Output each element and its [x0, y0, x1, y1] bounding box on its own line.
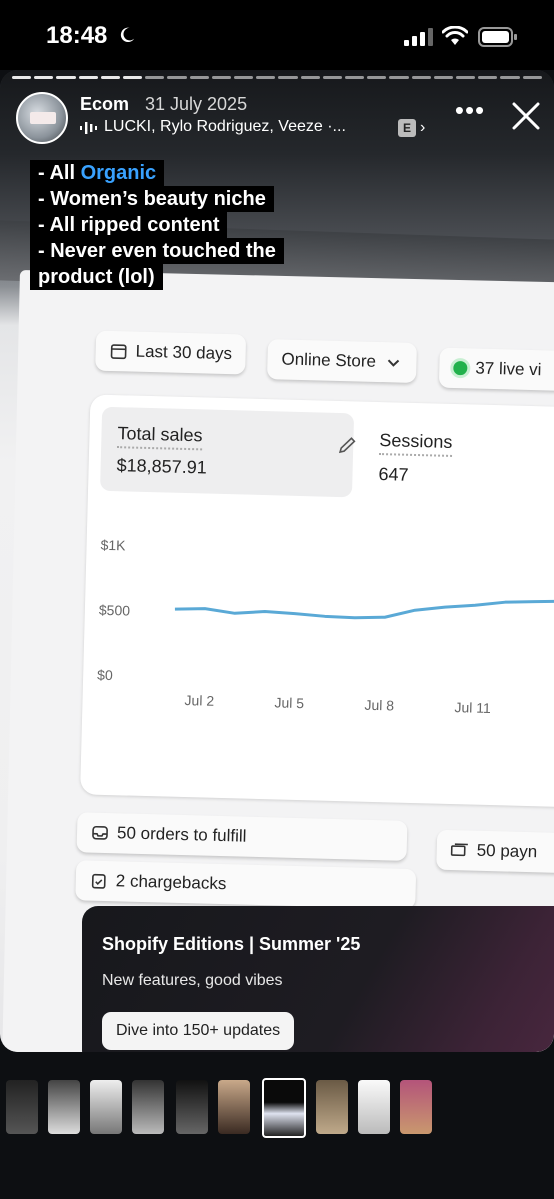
caption-line-2: - Women’s beauty niche	[30, 186, 274, 212]
clipboard-check-icon	[91, 873, 106, 889]
orders-to-fulfill: 50 orders to fulfill	[76, 812, 408, 861]
caption-line-5: product (lol)	[30, 264, 163, 290]
story-thumbnail[interactable]	[316, 1080, 348, 1134]
story-thumbnail[interactable]	[218, 1080, 250, 1134]
progress-segment	[322, 76, 343, 79]
progress-segment	[478, 76, 498, 79]
inbox-icon	[92, 825, 108, 840]
music-bars-icon	[80, 122, 97, 134]
sessions-value: 647	[378, 464, 409, 485]
progress-segment	[300, 76, 320, 79]
orders-to-fulfill-label: 50 orders to fulfill	[116, 823, 247, 846]
story-date: 31 July 2025	[145, 94, 248, 114]
total-sales-line	[174, 599, 554, 620]
story-viewer[interactable]: Last 30 days Online Store 37 live vi Tot…	[0, 70, 554, 1052]
progress-segment	[456, 76, 476, 79]
total-sales-box: Total sales $18,857.91	[100, 406, 356, 498]
do-not-disturb-moon-icon	[120, 27, 135, 43]
wifi-icon	[442, 26, 468, 45]
battery-icon	[478, 27, 517, 47]
channel-filter: Online Store	[266, 339, 417, 383]
explicit-badge: E	[398, 119, 416, 137]
chargebacks: 2 chargebacks	[75, 860, 417, 910]
live-visitors: 37 live vi	[438, 347, 554, 392]
payments: 50 payn	[436, 829, 554, 874]
date-filter: Last 30 days	[95, 330, 247, 375]
chevron-right-icon[interactable]: ›	[420, 119, 426, 136]
cellular-signal-icon	[404, 28, 433, 46]
progress-segment	[34, 76, 54, 79]
shopify-editions-banner: Shopify Editions | Summer '25 New featur…	[82, 906, 554, 1052]
caption-line-1: - All Organic	[30, 160, 165, 186]
pencil-icon	[338, 437, 356, 454]
chargebacks-label: 2 chargebacks	[115, 871, 227, 894]
avatar[interactable]	[16, 92, 68, 144]
progress-segment	[278, 76, 298, 79]
x-tick-label: Jul 5	[274, 694, 304, 711]
progress-segment	[522, 76, 542, 79]
progress-segment	[367, 76, 387, 79]
channel-filter-label: Online Store	[281, 349, 377, 371]
story-thumbnail[interactable]	[48, 1080, 80, 1134]
payments-label: 50 payn	[476, 840, 538, 862]
story-thumbnail[interactable]	[90, 1080, 122, 1134]
banner-subtitle: New features, good vibes	[102, 972, 283, 989]
close-icon[interactable]	[506, 96, 546, 136]
x-tick-label: Jul 11	[454, 699, 491, 716]
sessions-label: Sessions	[379, 430, 453, 457]
progress-segment	[500, 76, 520, 79]
x-tick-label: Jul 8	[364, 697, 394, 714]
story-thumbnail[interactable]	[132, 1080, 164, 1134]
status-bar: 18:48	[0, 0, 554, 70]
story-thumbnail-strip	[6, 1078, 550, 1138]
story-thumbnail[interactable]	[6, 1080, 38, 1134]
y-tick-label: $1K	[100, 537, 126, 554]
story-username[interactable]: Ecom	[80, 94, 130, 114]
banner-title: Shopify Editions | Summer '25	[102, 934, 361, 954]
story-caption: - All Organic - Women’s beauty niche - A…	[30, 160, 330, 290]
progress-segment	[56, 76, 76, 79]
sales-chart: $1K $500 $0 Jul 2 Jul 5 Jul 8 Jul 11	[97, 537, 554, 716]
total-sales-value: $18,857.91	[116, 455, 208, 478]
caption-line-3: - All ripped content	[30, 212, 228, 238]
progress-segment	[123, 76, 143, 79]
chevron-down-icon	[387, 359, 399, 367]
calendar-icon	[110, 344, 127, 360]
progress-segment	[433, 76, 454, 79]
caption-highlight: Organic	[80, 162, 157, 184]
shopify-dashboard: Last 30 days Online Store 37 live vi Tot…	[0, 70, 554, 1052]
caption-line-4: - Never even touched the	[30, 238, 284, 264]
y-tick-label: $0	[97, 667, 113, 683]
story-thumbnail[interactable]	[176, 1080, 208, 1134]
progress-segment	[12, 76, 32, 79]
total-sales-label: Total sales	[117, 423, 203, 451]
more-options-button[interactable]: •••	[454, 95, 486, 125]
progress-segment	[389, 76, 409, 79]
progress-segment	[211, 76, 232, 79]
progress-segment	[234, 76, 254, 79]
story-progress-bar	[12, 76, 542, 80]
analytics-card: Total sales $18,857.91 Sessions 647 $1K $…	[80, 394, 554, 808]
progress-segment	[145, 76, 165, 79]
live-dot-icon	[453, 360, 468, 376]
banner-button: Dive into 150+ updates	[102, 1012, 295, 1050]
music-track-label[interactable]: LUCKI, Rylo Rodriguez, Veeze ·...	[104, 118, 346, 135]
story-thumbnail[interactable]	[262, 1078, 306, 1138]
story-thumbnail[interactable]	[358, 1080, 390, 1134]
status-time: 18:48	[46, 22, 108, 49]
payments-icon	[450, 843, 468, 857]
progress-segment	[78, 76, 98, 79]
progress-segment	[189, 76, 209, 79]
y-tick-label: $500	[99, 602, 131, 619]
progress-segment	[411, 76, 431, 79]
progress-segment	[345, 76, 365, 79]
date-filter-label: Last 30 days	[135, 341, 233, 364]
live-visitors-label: 37 live vi	[475, 358, 542, 380]
x-tick-label: Jul 2	[184, 692, 214, 709]
progress-segment	[167, 76, 187, 79]
progress-segment	[100, 76, 121, 79]
story-thumbnail[interactable]	[400, 1080, 432, 1134]
progress-segment	[256, 76, 276, 79]
